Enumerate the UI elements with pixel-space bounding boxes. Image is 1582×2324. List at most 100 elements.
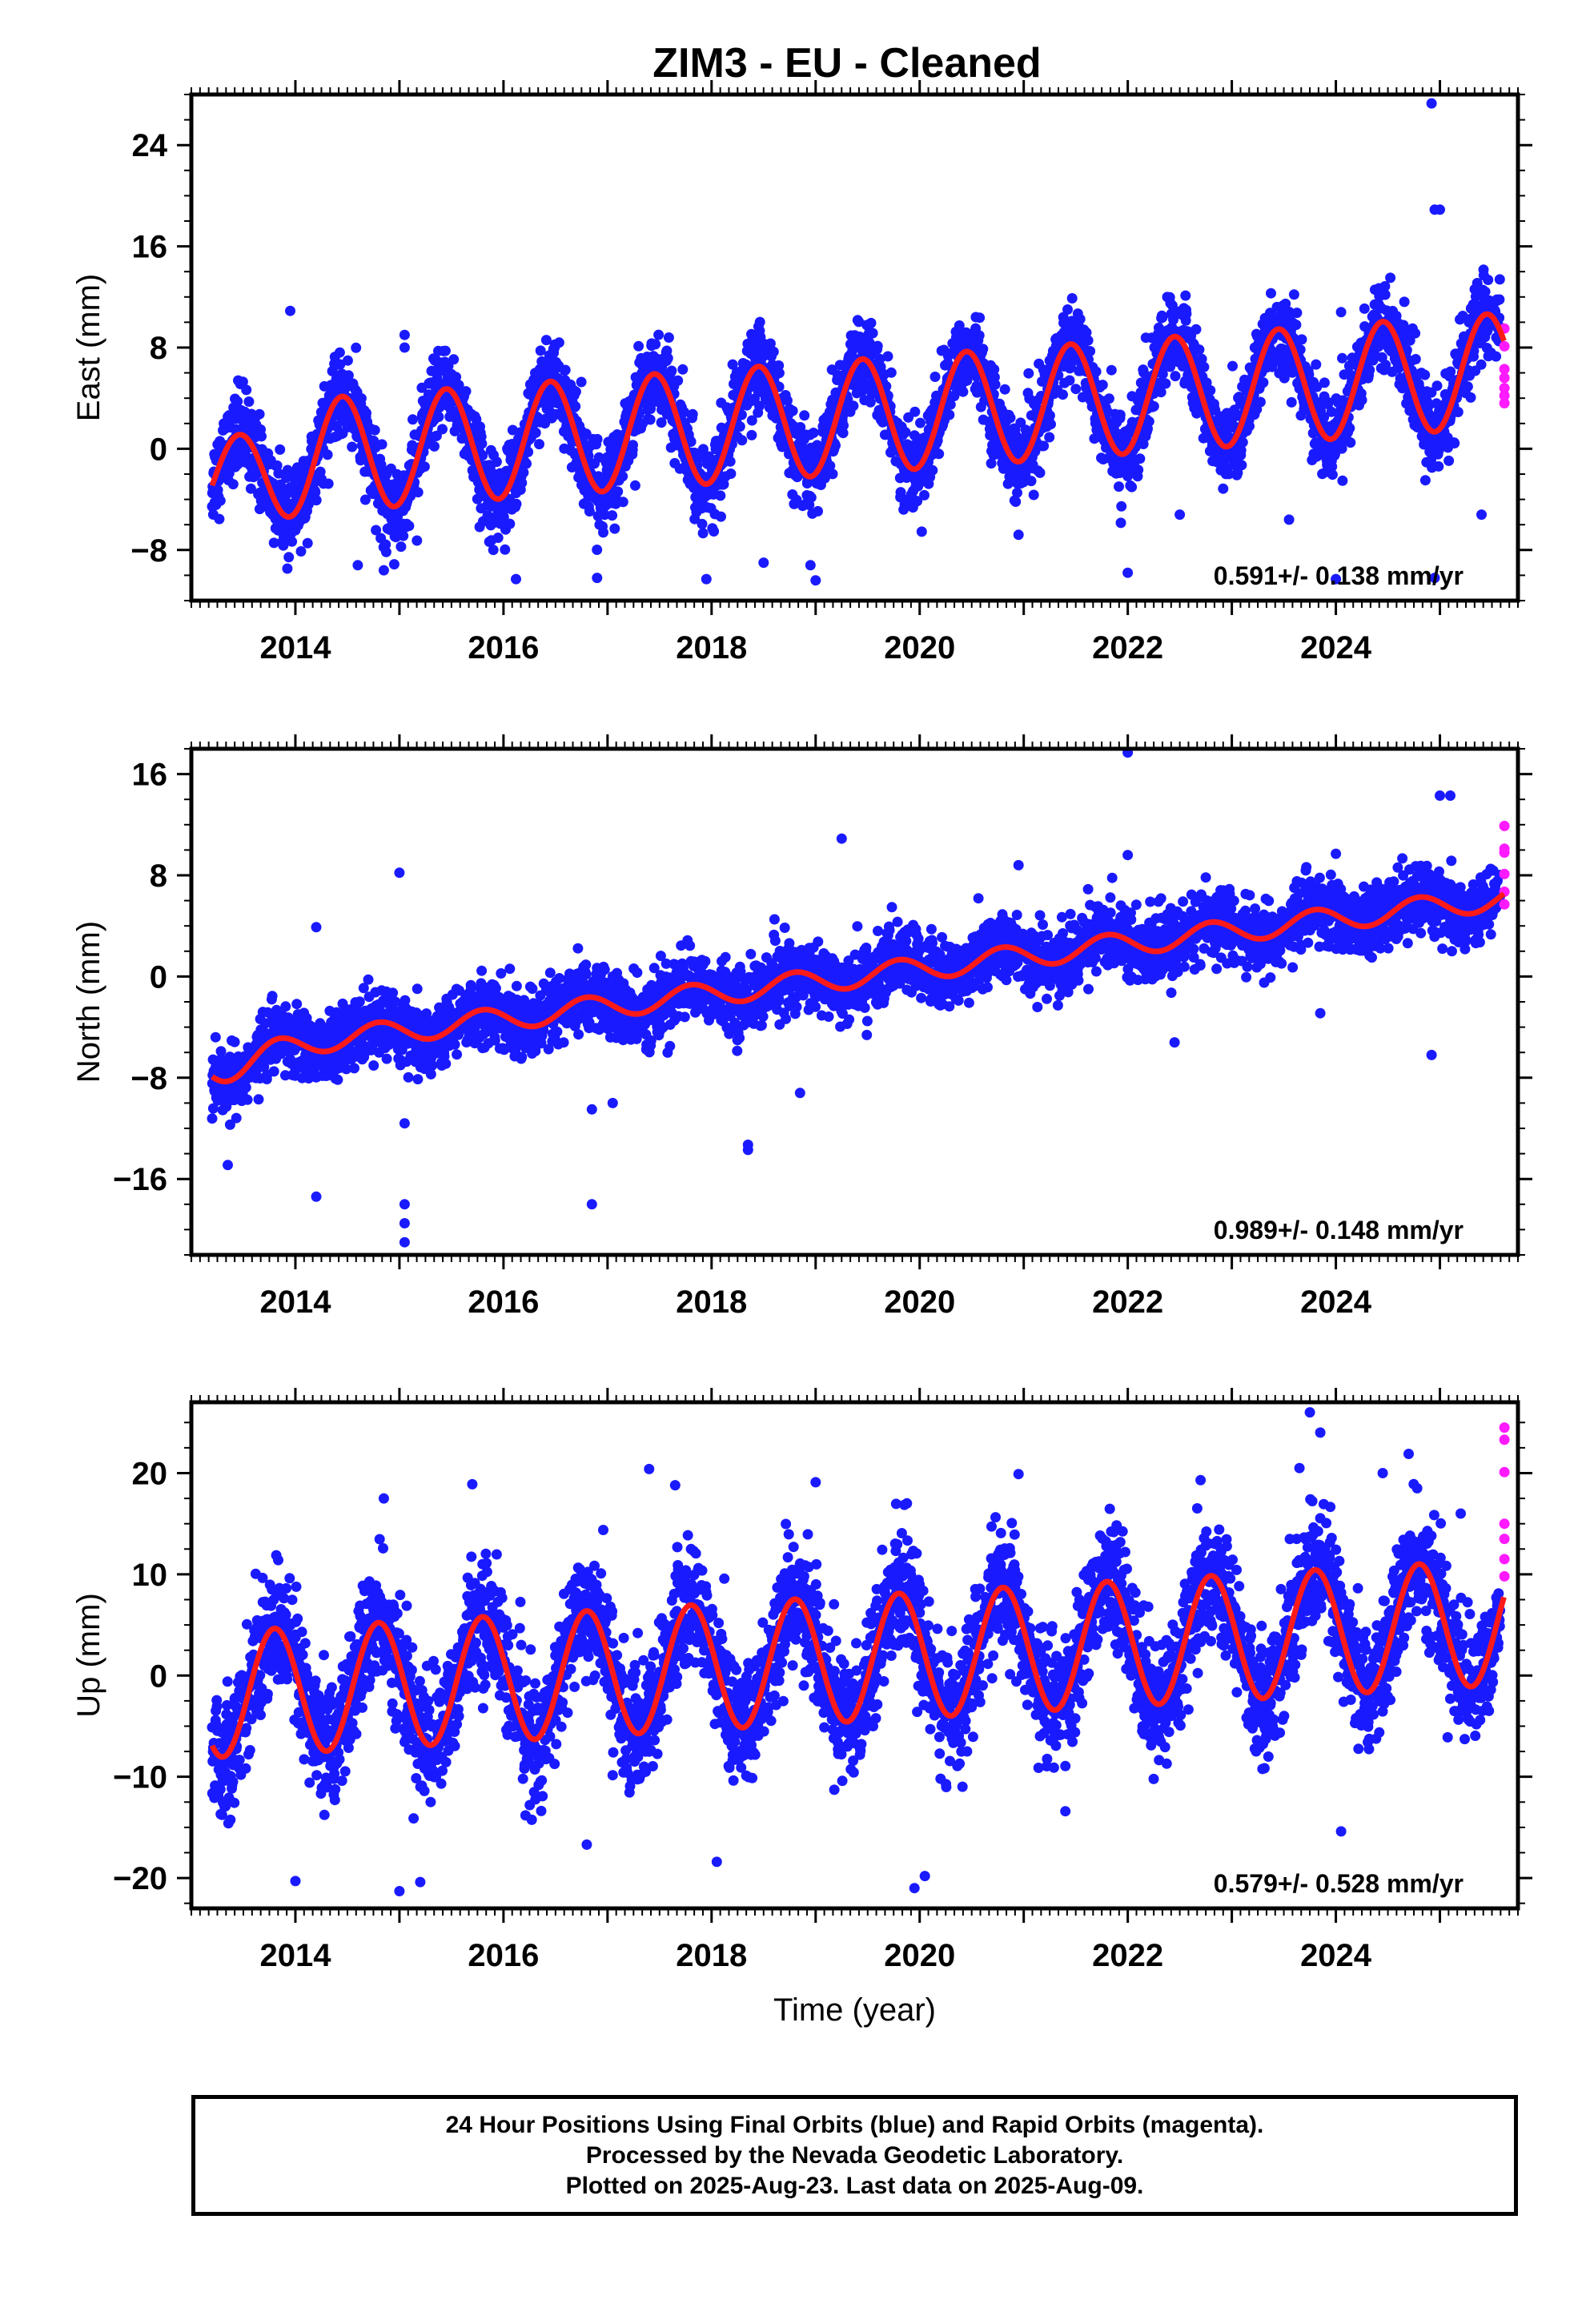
final-orbit-point [283, 552, 295, 563]
final-orbit-point [701, 573, 712, 585]
final-orbit-point [530, 427, 541, 438]
final-orbit-point [900, 427, 911, 438]
final-orbit-point [1046, 419, 1056, 430]
final-orbit-point [521, 458, 532, 469]
final-orbit-point [412, 487, 424, 498]
final-orbit-point [715, 490, 726, 501]
final-orbit-point [1106, 364, 1117, 376]
final-orbit-point [335, 359, 346, 370]
final-orbit-point [1311, 359, 1322, 370]
final-orbit-point [1103, 393, 1114, 404]
final-orbit-point [1465, 392, 1476, 403]
final-orbit-point [429, 440, 440, 452]
final-orbit-point [280, 1001, 291, 1012]
final-orbit-point [311, 495, 322, 506]
final-orbit-point [492, 533, 504, 543]
final-orbit-point [1218, 483, 1229, 494]
final-orbit-point [500, 544, 511, 555]
final-orbit-point [267, 991, 278, 1002]
final-orbit-point [1345, 437, 1356, 448]
final-orbit-point [376, 439, 387, 450]
final-orbit-point [725, 456, 736, 467]
final-orbit-point [1038, 440, 1050, 452]
final-orbit-point [1012, 487, 1022, 498]
final-orbit-point [653, 329, 665, 340]
final-orbit-point [1044, 432, 1055, 443]
final-orbit-point [295, 546, 307, 557]
final-orbit-point [1494, 294, 1505, 305]
final-orbit-point [404, 521, 415, 532]
final-orbit-point [1066, 293, 1078, 304]
final-orbit-point [754, 316, 765, 328]
final-orbit-point [388, 559, 400, 570]
y-tick-label: 0 [150, 432, 167, 467]
final-orbit-point [516, 477, 528, 489]
final-orbit-point [1082, 335, 1094, 346]
final-orbit-point [1419, 369, 1431, 380]
final-orbit-point [934, 448, 945, 460]
final-orbit-point [534, 364, 545, 375]
final-orbit-point [1191, 324, 1202, 335]
east-final-orbit-points [207, 98, 1510, 586]
final-orbit-point [808, 428, 819, 438]
final-orbit-point [1237, 436, 1248, 448]
final-orbit-point [378, 565, 389, 576]
final-orbit-point [1296, 334, 1307, 345]
final-orbit-point [1205, 385, 1216, 396]
final-orbit-point [787, 405, 798, 416]
final-orbit-point [275, 444, 286, 455]
final-orbit-point [215, 1046, 227, 1057]
final-orbit-point [1491, 351, 1502, 362]
final-orbit-point [592, 433, 603, 444]
final-orbit-point [232, 396, 243, 407]
final-orbit-point [725, 468, 737, 479]
final-orbit-point [1480, 286, 1491, 297]
final-orbit-point [233, 375, 243, 386]
final-orbit-point [1291, 320, 1302, 331]
final-orbit-point [1433, 460, 1444, 472]
final-orbit-point [607, 510, 618, 521]
rapid-orbit-point [1499, 372, 1510, 384]
final-orbit-point [737, 435, 748, 446]
final-orbit-point [882, 351, 893, 362]
final-orbit-point [1199, 361, 1210, 372]
final-orbit-point [419, 461, 430, 472]
east-y-axis-label: East (mm) [71, 274, 106, 421]
final-orbit-point [1462, 381, 1473, 392]
north-final-orbit-points [207, 749, 1510, 1248]
final-orbit-point [282, 563, 293, 574]
final-orbit-point [1344, 423, 1355, 434]
final-orbit-point [1010, 497, 1022, 507]
final-orbit-point [310, 487, 321, 498]
y-tick-label: 8 [150, 331, 167, 366]
final-orbit-point [229, 1036, 240, 1047]
final-orbit-point [1266, 287, 1276, 299]
final-orbit-point [629, 480, 640, 491]
final-orbit-point [369, 424, 380, 436]
final-orbit-point [848, 400, 859, 412]
final-orbit-point [291, 999, 303, 1010]
final-orbit-point [268, 537, 279, 549]
final-orbit-point [799, 410, 810, 421]
final-orbit-point [865, 317, 877, 328]
final-orbit-point [1327, 469, 1338, 480]
final-orbit-point [352, 560, 363, 571]
final-orbit-point [1449, 438, 1460, 448]
x-tick-label: 2022 [1092, 630, 1163, 665]
final-orbit-point [576, 376, 587, 388]
final-orbit-point [958, 386, 969, 397]
final-orbit-point [361, 408, 371, 419]
final-orbit-point [355, 393, 367, 404]
final-orbit-point [504, 518, 516, 529]
final-orbit-point [1426, 98, 1437, 109]
final-orbit-point [663, 332, 674, 343]
final-orbit-point [687, 408, 698, 420]
final-orbit-point [1236, 460, 1247, 471]
final-orbit-point [1255, 396, 1266, 408]
final-orbit-point [1133, 464, 1144, 476]
final-orbit-point [916, 526, 927, 537]
final-orbit-point [673, 375, 684, 386]
final-orbit-point [1476, 359, 1487, 370]
